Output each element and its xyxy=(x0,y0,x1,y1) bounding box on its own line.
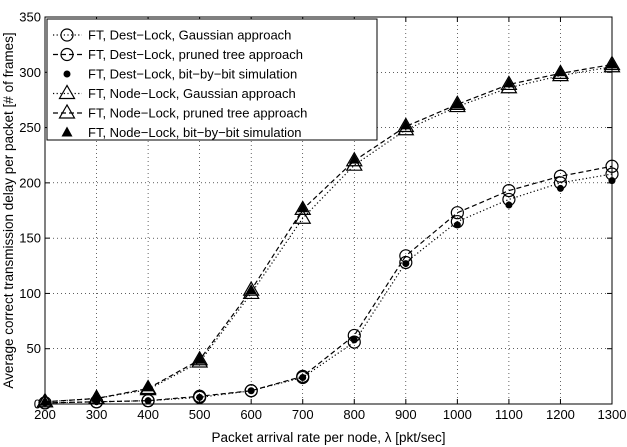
data-point xyxy=(139,379,157,395)
data-point xyxy=(553,169,568,183)
legend-entry: FT, Node−Lock, bit−by−bit simulation xyxy=(61,125,302,140)
legend-label: FT, Node−Lock, Gaussian approach xyxy=(88,86,296,101)
x-tick-label: 300 xyxy=(86,407,108,422)
data-point xyxy=(142,381,154,392)
data-point xyxy=(247,387,255,395)
data-point xyxy=(450,206,464,220)
data-point xyxy=(194,353,206,364)
data-point xyxy=(551,64,569,79)
legend-marker xyxy=(60,28,74,42)
legend-label: FT, Dest−Lock, pruned tree approach xyxy=(88,47,303,62)
legend-entry: FT, Node−Lock, Gaussian approach xyxy=(53,84,296,101)
series-3 xyxy=(41,177,616,407)
data-point xyxy=(556,184,564,192)
legend-marker xyxy=(61,126,73,137)
data-point xyxy=(245,284,257,295)
y-tick-label: 150 xyxy=(19,231,41,246)
data-point xyxy=(191,352,209,368)
x-tick-label: 1300 xyxy=(598,407,627,422)
data-point xyxy=(91,391,103,402)
y-tick-label: 250 xyxy=(19,120,41,135)
data-point xyxy=(36,392,54,408)
data-point xyxy=(347,335,361,349)
data-point xyxy=(244,384,258,398)
legend-entry: FT, Node−Lock, pruned tree approach xyxy=(53,103,307,121)
legend-marker xyxy=(58,84,76,100)
y-tick-label: 50 xyxy=(27,341,41,356)
x-tick-label: 800 xyxy=(343,407,365,422)
data-point xyxy=(350,336,358,344)
legend-marker xyxy=(58,103,76,119)
data-point xyxy=(296,369,310,383)
legend-entries: FT, Dest−Lock, Gaussian approach FT, Dest… xyxy=(53,28,307,140)
y-tick-label: 350 xyxy=(19,10,41,25)
legend-entry: FT, Dest−Lock, pruned tree approach xyxy=(53,47,303,62)
x-axis-title: Packet arrival rate per node, λ [pkt/sec… xyxy=(211,430,445,445)
y-axis-title: Average correct transmission delay per p… xyxy=(1,32,16,388)
series-2 xyxy=(38,159,619,410)
legend-label: FT, Node−Lock, pruned tree approach xyxy=(88,106,307,121)
data-point xyxy=(505,201,513,209)
data-point xyxy=(554,66,566,77)
data-point xyxy=(448,95,466,110)
x-tick-label: 1200 xyxy=(546,407,575,422)
data-point xyxy=(448,97,466,113)
x-tick-label: 600 xyxy=(240,407,262,422)
data-point xyxy=(294,200,312,215)
data-point xyxy=(451,98,463,109)
data-point xyxy=(348,153,360,164)
series-line xyxy=(44,173,613,404)
data-point xyxy=(503,77,515,88)
data-point xyxy=(299,373,307,381)
data-point xyxy=(397,117,415,133)
x-tick-label: 400 xyxy=(137,407,159,422)
data-point xyxy=(453,221,461,229)
data-point xyxy=(345,151,363,167)
data-point xyxy=(294,209,312,224)
data-point xyxy=(297,202,309,213)
y-tick-label: 300 xyxy=(19,65,41,80)
legend-label: FT, Node−Lock, bit−by−bit simulation xyxy=(88,125,302,140)
x-tick-label: 200 xyxy=(34,407,56,422)
data-point xyxy=(242,280,260,296)
data-point xyxy=(402,260,410,268)
legend-marker xyxy=(63,70,71,78)
series-line xyxy=(44,165,613,404)
legend-label: FT, Dest−Lock, Gaussian approach xyxy=(88,28,291,43)
legend-entry: FT, Dest−Lock, Gaussian approach xyxy=(53,28,291,43)
legend-box xyxy=(46,18,378,141)
plot-area-frame xyxy=(44,16,613,405)
x-tick-label: 900 xyxy=(395,407,417,422)
data-point xyxy=(500,75,518,91)
x-tick-label: 1000 xyxy=(443,407,472,422)
legend: FT, Dest−Lock, Gaussian approach FT, Dest… xyxy=(46,18,378,141)
x-tick-label: 1100 xyxy=(495,407,523,422)
y-tick-label: 0 xyxy=(34,397,41,412)
data-point xyxy=(502,183,516,198)
y-tick-label: 200 xyxy=(19,175,41,190)
series-1 xyxy=(38,167,619,410)
x-tick-label: 500 xyxy=(189,407,211,422)
data-point xyxy=(196,393,204,401)
y-tick-label: 100 xyxy=(19,286,41,301)
data-point xyxy=(400,119,412,130)
legend-entry: FT, Dest−Lock, bit−by−bit simulation xyxy=(63,67,297,82)
x-tick-label: 700 xyxy=(292,407,314,422)
axis-ticks: 200 300 400 500 600 700 800 900 1000 1100 1200 1300… xyxy=(19,10,626,423)
legend-label: FT, Dest−Lock, bit−by−bit simulation xyxy=(88,67,297,82)
data-point xyxy=(191,350,209,366)
legend-marker xyxy=(60,47,74,62)
